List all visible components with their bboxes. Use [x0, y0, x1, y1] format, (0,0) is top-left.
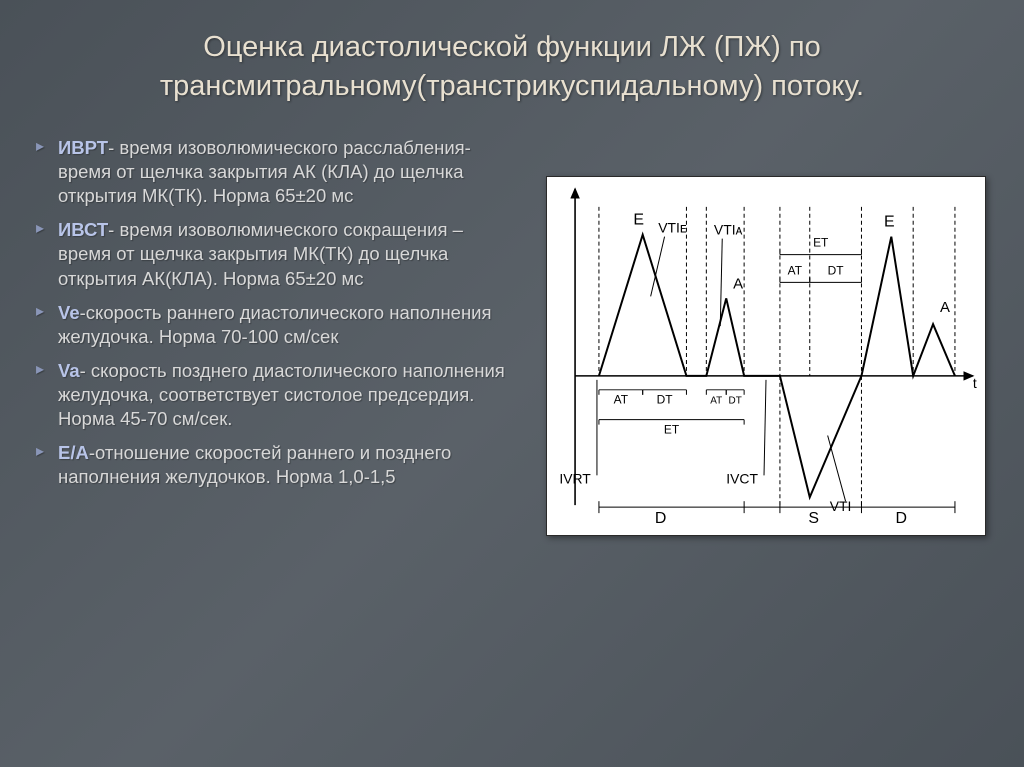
svg-text:DT: DT: [657, 393, 674, 407]
term-text: -скорость раннего диастолического наполн…: [58, 302, 492, 347]
list-item: ИВРТ- время изоволюмического расслаблени…: [30, 136, 510, 208]
bullet-list: ИВРТ- время изоволюмического расслаблени…: [30, 136, 510, 536]
svg-text:t: t: [973, 375, 977, 391]
list-item: ИВСТ- время изоволюмического сокращения …: [30, 218, 510, 290]
svg-text:D: D: [895, 510, 906, 527]
term: Ve: [58, 302, 80, 323]
waveform-diagram: AT DT AT DT ET AT DT ET E VTIᴇ VTIᴀ A E At IVRT IVCT VTI…: [546, 176, 986, 536]
svg-text:ET: ET: [664, 423, 680, 437]
list-item: Va- скорость позднего диастолического на…: [30, 359, 510, 431]
svg-text:E: E: [884, 214, 895, 231]
svg-text:VTIᴀ: VTIᴀ: [714, 222, 743, 238]
term: ИВРТ: [58, 137, 108, 158]
term-text: - скорость позднего диастолического напо…: [58, 360, 505, 429]
svg-text:E: E: [633, 212, 644, 229]
content-row: ИВРТ- время изоволюмического расслаблени…: [0, 126, 1024, 536]
svg-text:AT: AT: [614, 393, 629, 407]
svg-text:A: A: [733, 277, 743, 293]
svg-text:D: D: [655, 510, 667, 527]
svg-text:S: S: [808, 510, 819, 527]
svg-text:VTI: VTI: [830, 498, 852, 514]
page-title: Оценка диастолической функции ЛЖ (ПЖ) по…: [0, 0, 1024, 126]
term-text: -отношение скоростей раннего и позднего …: [58, 442, 451, 487]
svg-text:IVRT: IVRT: [559, 471, 591, 487]
term: Va: [58, 360, 80, 381]
diagram-container: AT DT AT DT ET AT DT ET E VTIᴇ VTIᴀ A E At IVRT IVCT VTI…: [528, 136, 1004, 536]
term: ИВСТ: [58, 219, 108, 240]
list-item: E/A-отношение скоростей раннего и поздне…: [30, 441, 510, 489]
list-item: Ve-скорость раннего диастолического напо…: [30, 301, 510, 349]
svg-text:A: A: [940, 301, 950, 317]
svg-text:DT: DT: [828, 264, 845, 278]
svg-text:IVCT: IVCT: [726, 471, 758, 487]
svg-text:DT: DT: [729, 396, 742, 407]
svg-text:VTIᴇ: VTIᴇ: [658, 220, 687, 236]
svg-text:AT: AT: [788, 264, 803, 278]
svg-text:ET: ET: [813, 236, 829, 250]
term-text: - время изоволюмического сокращения –вре…: [58, 219, 463, 288]
term: E/A: [58, 442, 89, 463]
svg-text:AT: AT: [710, 396, 722, 407]
term-text: - время изоволюмического расслабления- в…: [58, 137, 471, 206]
